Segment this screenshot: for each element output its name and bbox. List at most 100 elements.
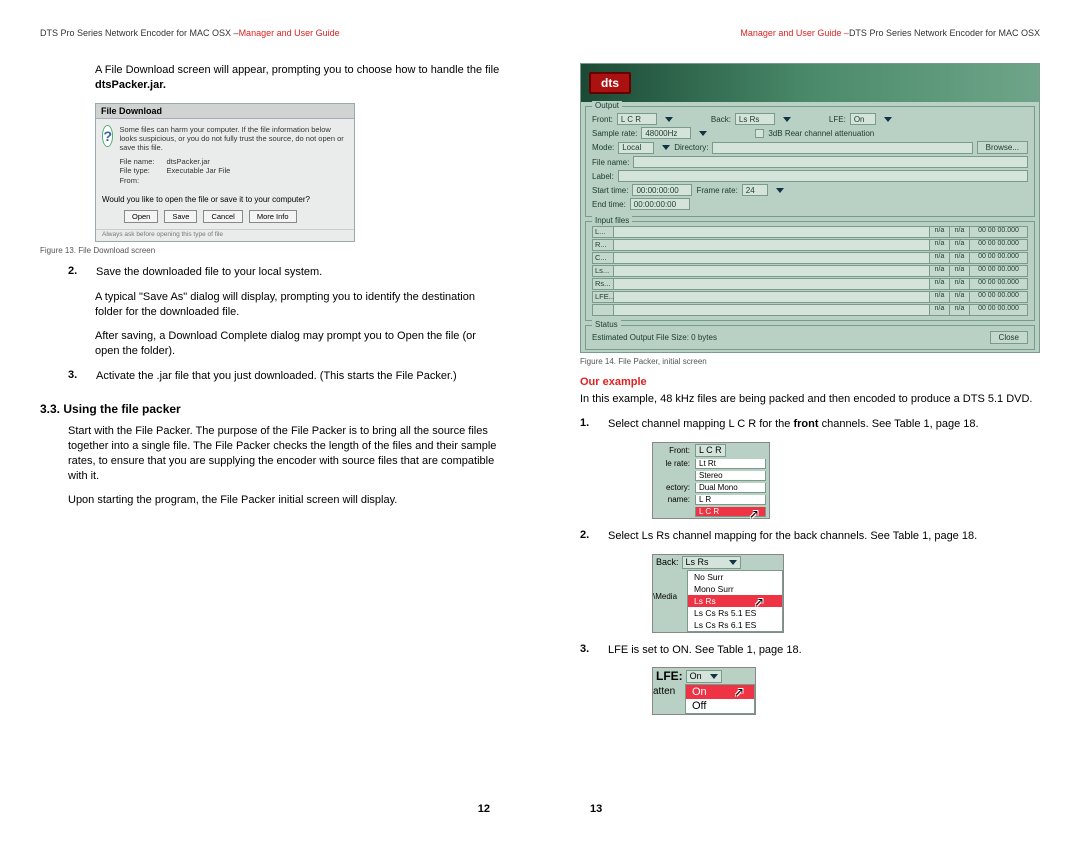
status-section: Status Estimated Output File Size: 0 byt… xyxy=(585,325,1035,350)
file-name-value: dtsPacker.jar xyxy=(167,157,210,166)
chevron-down-icon[interactable] xyxy=(783,117,791,122)
file-name-label: File name: xyxy=(119,157,164,166)
chevron-down-icon[interactable] xyxy=(665,117,673,122)
back-left-text: \Media xyxy=(653,570,687,632)
question-icon: ? xyxy=(102,125,113,147)
start-time-field[interactable]: 00:00:00:00 xyxy=(632,184,692,196)
output-legend: Output xyxy=(592,101,622,110)
label-field[interactable] xyxy=(618,170,1028,182)
start-time-label: Start time: xyxy=(592,186,628,195)
back-dropdown-inset: Back: Ls Rs \Media No SurrMono SurrLs Rs… xyxy=(652,554,784,633)
more-info-button[interactable]: More Info xyxy=(249,210,297,223)
list-number: 2. xyxy=(580,529,608,544)
intro-bold: dtsPacker.jar. xyxy=(95,79,166,91)
lfe-label: LFE: xyxy=(829,115,846,124)
dialog-buttons: Open Save Cancel More Info xyxy=(96,208,354,229)
intro-text: A File Download screen will appear, prom… xyxy=(95,63,500,93)
chevron-down-icon xyxy=(729,560,737,565)
list-text: LFE is set to ON. See Table 1, page 18. xyxy=(608,643,1040,658)
fig13-caption: Figure 13. File Download screen xyxy=(40,246,500,255)
list-text: Select Ls Rs channel mapping for the bac… xyxy=(608,529,1040,544)
filename-field[interactable] xyxy=(633,156,1028,168)
input-files-legend: Input files xyxy=(592,216,632,225)
sample-rate-label: Sample rate: xyxy=(592,129,637,138)
page-header-left: DTS Pro Series Network Encoder for MAC O… xyxy=(40,28,500,38)
list-text: Select channel mapping L C R for the fro… xyxy=(608,417,1040,432)
intro-a: A File Download screen will appear, prom… xyxy=(95,64,499,76)
mode-select[interactable]: Local xyxy=(618,142,654,154)
sample-rate-select[interactable]: 48000Hz xyxy=(641,127,691,139)
fig14-caption: Figure 14. File Packer, initial screen xyxy=(580,357,1040,366)
header-text: DTS Pro Series Network Encoder for MAC O… xyxy=(849,28,1040,38)
s1-b: front xyxy=(793,418,818,430)
list-item-3: 3. Activate the .jar file that you just … xyxy=(68,369,500,384)
header-text: DTS Pro Series Network Encoder for MAC O… xyxy=(40,28,239,38)
close-button[interactable]: Close xyxy=(990,331,1028,344)
input-file-row[interactable]: LFE...n/an/a00 00 00.000 xyxy=(592,291,1028,303)
front-label: Front: xyxy=(592,115,613,124)
dialog-footer: Always ask before opening this type of f… xyxy=(96,229,354,241)
file-packer-titlebar: dts xyxy=(581,64,1039,102)
header-text-red: Manager and User Guide xyxy=(239,28,340,38)
estimated-size: Estimated Output File Size: 0 bytes xyxy=(592,333,717,342)
list-number: 1. xyxy=(580,417,608,432)
our-example-heading: Our example xyxy=(580,376,1040,388)
label-label: Label: xyxy=(592,172,614,181)
filename-label: File name: xyxy=(592,158,629,167)
dialog-title: File Download xyxy=(96,104,354,119)
atten-checkbox[interactable] xyxy=(755,129,764,138)
input-file-row[interactable]: L...n/an/a00 00 00.000 xyxy=(592,226,1028,238)
frame-rate-label: Frame rate: xyxy=(696,186,737,195)
file-packer-window: dts Output Front: L C R Back: Ls Rs LFE:… xyxy=(580,63,1040,353)
chevron-down-icon xyxy=(710,674,718,679)
lfe-select[interactable]: On xyxy=(850,113,876,125)
frame-rate-select[interactable]: 24 xyxy=(742,184,768,196)
file-download-dialog: File Download ? Some files can harm your… xyxy=(95,103,355,242)
lfe-dropdown-inset: LFE: On atten OnOff xyxy=(652,667,756,715)
back-select[interactable]: Ls Rs xyxy=(682,556,741,569)
front-select[interactable]: L C R xyxy=(617,113,657,125)
file-type-value: Executable Jar File xyxy=(167,166,231,175)
input-file-row[interactable]: Ls...n/an/a00 00 00.000 xyxy=(592,265,1028,277)
cancel-button[interactable]: Cancel xyxy=(203,210,242,223)
list-number: 3. xyxy=(580,643,608,658)
lfe-select[interactable]: On xyxy=(686,670,722,683)
section-p1: Start with the File Packer. The purpose … xyxy=(68,424,500,483)
end-time-label: End time: xyxy=(592,200,626,209)
open-button[interactable]: Open xyxy=(124,210,158,223)
front-dropdown-inset: Front:L C Rle rate:Lt RtStereoectory:Dua… xyxy=(652,442,770,519)
save-button[interactable]: Save xyxy=(164,210,197,223)
input-file-row[interactable]: Rs...n/an/a00 00 00.000 xyxy=(592,278,1028,290)
list-text: Activate the .jar file that you just dow… xyxy=(96,369,500,384)
front-value[interactable]: L C R xyxy=(695,444,726,457)
chevron-down-icon[interactable] xyxy=(699,131,707,136)
input-file-row[interactable]: R...n/an/a00 00 00.000 xyxy=(592,239,1028,251)
input-file-row[interactable]: n/an/a00 00 00.000 xyxy=(592,304,1028,316)
chevron-down-icon[interactable] xyxy=(884,117,892,122)
list2-p2: A typical "Save As" dialog will display,… xyxy=(95,290,500,320)
section-p2: Upon starting the program, the File Pack… xyxy=(68,493,500,508)
example-intro: In this example, 48 kHz files are being … xyxy=(580,392,1040,407)
back-select[interactable]: Ls Rs xyxy=(735,113,775,125)
back-options-list[interactable]: No SurrMono SurrLs RsLs Cs Rs 5.1 ESLs C… xyxy=(687,570,783,632)
back-label: Back: xyxy=(656,557,679,567)
step-1: 1. Select channel mapping L C R for the … xyxy=(580,417,1040,432)
lfe-options-list[interactable]: OnOff xyxy=(685,684,755,714)
back-value: Ls Rs xyxy=(686,557,709,567)
section-title: 3.3. Using the file packer xyxy=(40,402,500,416)
input-files-section: Input files L...n/an/a00 00 00.000R...n/… xyxy=(585,221,1035,321)
dialog-body: Some files can harm your computer. If th… xyxy=(119,125,348,185)
warn-text: Some files can harm your computer. If th… xyxy=(119,125,348,153)
lfe-value: On xyxy=(690,671,702,681)
from-label: From: xyxy=(119,176,164,185)
chevron-down-icon[interactable] xyxy=(662,145,670,150)
lfe-left-text: atten xyxy=(653,684,685,714)
input-file-row[interactable]: C...n/an/a00 00 00.000 xyxy=(592,252,1028,264)
list-number: 3. xyxy=(68,369,96,384)
directory-field[interactable] xyxy=(712,142,972,154)
step-3: 3. LFE is set to ON. See Table 1, page 1… xyxy=(580,643,1040,658)
browse-button[interactable]: Browse... xyxy=(977,141,1028,154)
dialog-question: Would you like to open the file or save … xyxy=(96,191,354,208)
chevron-down-icon[interactable] xyxy=(776,188,784,193)
left-page: DTS Pro Series Network Encoder for MAC O… xyxy=(0,0,540,843)
